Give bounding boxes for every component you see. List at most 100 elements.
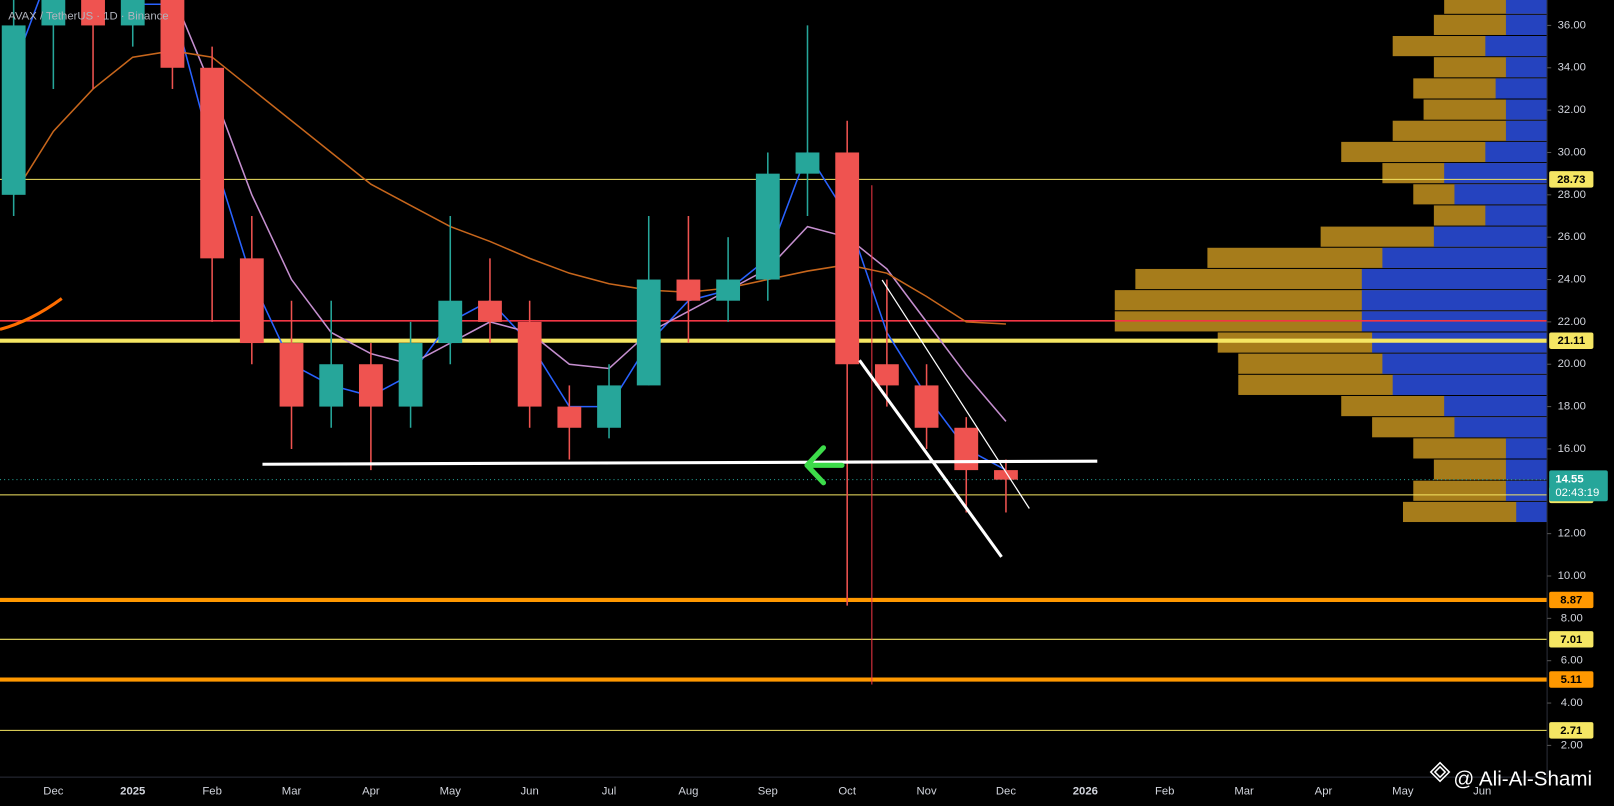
candle-body — [597, 385, 621, 428]
x-tick-label: May — [1392, 786, 1414, 798]
candle-body — [954, 427, 979, 471]
profile-up — [1392, 374, 1548, 395]
profile-up — [1495, 78, 1548, 99]
profile-up — [1361, 268, 1548, 290]
candle-body — [239, 258, 264, 344]
price-badge — [1549, 671, 1594, 688]
y-tick-label: 36.00 — [1558, 19, 1586, 31]
plot-area — [0, 0, 1548, 731]
y-tick-label: 18.00 — [1558, 401, 1586, 413]
candle-body — [557, 406, 582, 428]
profile-up — [1454, 184, 1548, 205]
y-tick-label: 8.00 — [1561, 612, 1583, 624]
profile-up — [1485, 141, 1548, 163]
profile-up — [1485, 36, 1548, 57]
profile-up — [1505, 0, 1548, 14]
y-tick-label: 10.00 — [1558, 570, 1586, 582]
profile-up — [1454, 417, 1548, 438]
x-tick-label: Mar — [1234, 786, 1254, 798]
x-tick-label: 2025 — [120, 786, 145, 798]
candle-body — [200, 67, 225, 259]
y-tick-label: 20.00 — [1558, 358, 1586, 370]
x-tick-label: Mar — [282, 786, 302, 798]
price-badge — [1549, 591, 1594, 609]
profile-up — [1516, 501, 1548, 523]
candle-body — [319, 364, 344, 407]
profile-up — [1505, 57, 1548, 78]
candle-body — [795, 152, 820, 174]
y-tick-label: 24.00 — [1558, 274, 1586, 286]
y-tick-label: 22.00 — [1558, 316, 1586, 328]
watermark-text: @ Ali-Al-Shami — [1453, 768, 1592, 791]
x-tick-label: Dec — [996, 786, 1016, 798]
profile-up — [1505, 438, 1548, 459]
candle-body — [835, 152, 860, 365]
price-badge-label: 2.71 — [1560, 725, 1582, 737]
x-tick-label: Nov — [917, 786, 937, 798]
chart-title: AVAX / TetherUS · 1D · Binance — [8, 10, 168, 22]
y-tick-label: 26.00 — [1558, 231, 1586, 243]
y-tick-label: 12.00 — [1558, 528, 1586, 540]
x-tick-label: Sep — [758, 786, 778, 798]
y-tick-label: 6.00 — [1561, 655, 1583, 667]
candle-body — [1, 25, 26, 195]
candle-body — [716, 279, 741, 301]
candle-body — [755, 173, 780, 280]
support-line — [262, 459, 1098, 466]
price-badge — [1549, 631, 1594, 648]
candle-body — [874, 364, 899, 386]
y-tick-label: 32.00 — [1558, 104, 1586, 116]
countdown-label: 02:43:19 — [1555, 487, 1599, 499]
last-price-label: 14.55 — [1555, 474, 1583, 486]
x-tick-label: Jun — [1473, 786, 1491, 798]
logo — [1429, 761, 1451, 783]
watermark: @ Ali-Al-Shami — [1429, 761, 1592, 791]
x-tick-label: Apr — [1315, 786, 1333, 798]
profile-total — [1402, 501, 1548, 523]
profile-up — [1382, 247, 1548, 268]
candle-body — [517, 321, 542, 407]
profile-up — [1361, 290, 1548, 311]
y-tick-label: 4.00 — [1561, 697, 1583, 709]
y-tick-label: 2.00 — [1561, 739, 1583, 751]
profile-up — [1505, 120, 1548, 141]
x-tick-label: Dec — [43, 786, 63, 798]
price-badge-label: 28.73 — [1557, 174, 1585, 186]
candle-body — [914, 385, 939, 428]
candle-body — [279, 343, 304, 407]
profile-up — [1382, 353, 1548, 374]
price-badge — [1549, 171, 1594, 188]
profile-up — [1444, 396, 1548, 417]
arc-drawing — [0, 297, 63, 331]
profile-up — [1485, 205, 1548, 226]
profile-up — [1433, 226, 1548, 247]
x-tick-label: Oct — [838, 786, 856, 798]
candle-body — [994, 470, 1018, 480]
x-tick-label: Feb — [1155, 786, 1175, 798]
drawings — [0, 185, 1098, 685]
candle-body — [160, 0, 185, 68]
candle-body — [41, 0, 66, 26]
candle-body — [636, 279, 661, 386]
y-tick-label: 34.00 — [1558, 62, 1586, 74]
price-badge — [1549, 722, 1594, 739]
candle-body — [478, 300, 502, 322]
candle-body — [676, 279, 701, 301]
candle-body — [81, 0, 105, 26]
candle-body — [398, 343, 423, 407]
x-tick-label: Jun — [521, 786, 539, 798]
price-badge-label: 7.01 — [1560, 634, 1582, 646]
price-badge-label: 5.11 — [1561, 674, 1582, 686]
profile-up — [1505, 99, 1548, 120]
profile-up — [1444, 163, 1548, 184]
last-price-badge — [1549, 470, 1608, 502]
candle-body — [358, 364, 383, 407]
price-badge — [1549, 332, 1594, 349]
arrow — [804, 445, 845, 486]
channel-lower — [858, 359, 1003, 558]
y-tick-label: 28.00 — [1558, 189, 1586, 201]
x-tick-label: Jul — [602, 786, 616, 798]
price-badge-label: 21.11 — [1557, 335, 1585, 347]
